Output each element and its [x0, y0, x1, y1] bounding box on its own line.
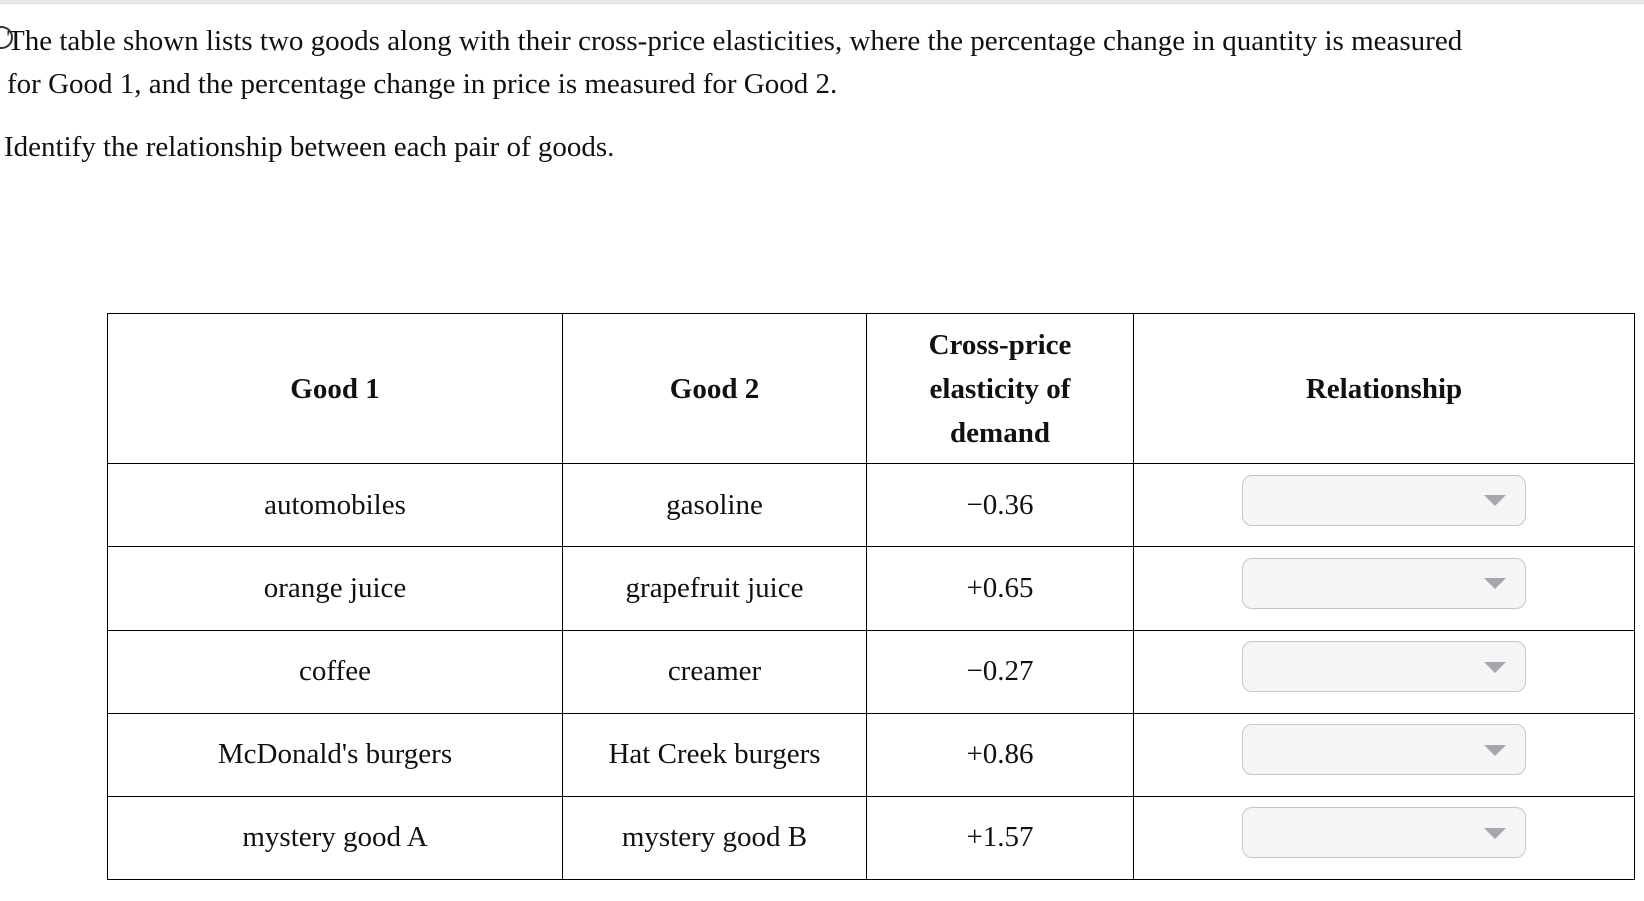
table-row: mystery good A mystery good B +1.57 [107, 795, 1635, 881]
good2-cell: creamer [562, 629, 867, 714]
relationship-select[interactable] [1242, 641, 1526, 693]
elasticity-cell: −0.27 [866, 629, 1134, 714]
question-line-1: The table shown lists two goods along wi… [7, 25, 1463, 57]
good2-cell: mystery good B [562, 795, 867, 881]
header-elasticity: Cross-price elasticity of demand [866, 312, 1134, 465]
table-header-row: Good 1 Good 2 Cross-price elasticity of … [107, 312, 1635, 465]
question-line-2: for Good 1, and the percentage change in… [7, 68, 838, 100]
elasticity-cell: +0.65 [866, 546, 1134, 631]
relationship-select[interactable] [1242, 557, 1526, 609]
elasticity-table: Good 1 Good 2 Cross-price elasticity of … [107, 312, 1635, 881]
top-divider-band [0, 0, 1644, 4]
relationship-cell [1133, 463, 1635, 548]
relationship-select[interactable] [1242, 807, 1526, 859]
good1-cell: coffee [107, 629, 563, 714]
good2-cell: gasoline [562, 463, 867, 548]
relationship-cell [1133, 712, 1635, 797]
table-row: McDonald's burgers Hat Creek burgers +0.… [107, 712, 1635, 797]
header-relationship: Relationship [1133, 312, 1635, 465]
relationship-cell [1133, 629, 1635, 714]
question-text: The table shown lists two goods along wi… [0, 20, 1463, 106]
relationship-cell [1133, 546, 1635, 631]
header-good1: Good 1 [107, 312, 563, 465]
good1-cell: automobiles [107, 463, 563, 548]
chevron-down-icon [1484, 744, 1506, 756]
elasticity-cell: +1.57 [866, 795, 1134, 881]
good2-cell: Hat Creek burgers [562, 712, 867, 797]
elasticity-cell: +0.86 [866, 712, 1134, 797]
good1-cell: orange juice [107, 546, 563, 631]
good2-cell: grapefruit juice [562, 546, 867, 631]
chevron-down-icon [1484, 495, 1506, 507]
instruction-text: Identify the relationship between each p… [4, 131, 615, 163]
chevron-down-icon [1484, 661, 1506, 673]
table-row: orange juice grapefruit juice +0.65 [107, 546, 1635, 631]
relationship-cell [1133, 795, 1635, 881]
header-good2: Good 2 [562, 312, 867, 465]
good1-cell: McDonald's burgers [107, 712, 563, 797]
good1-cell: mystery good A [107, 795, 563, 881]
table-row: coffee creamer −0.27 [107, 629, 1635, 714]
elasticity-cell: −0.36 [866, 463, 1134, 548]
relationship-select[interactable] [1242, 474, 1526, 526]
table-row: automobiles gasoline −0.36 [107, 463, 1635, 548]
relationship-select[interactable] [1242, 724, 1526, 776]
chevron-down-icon [1484, 827, 1506, 839]
chevron-down-icon [1484, 578, 1506, 590]
